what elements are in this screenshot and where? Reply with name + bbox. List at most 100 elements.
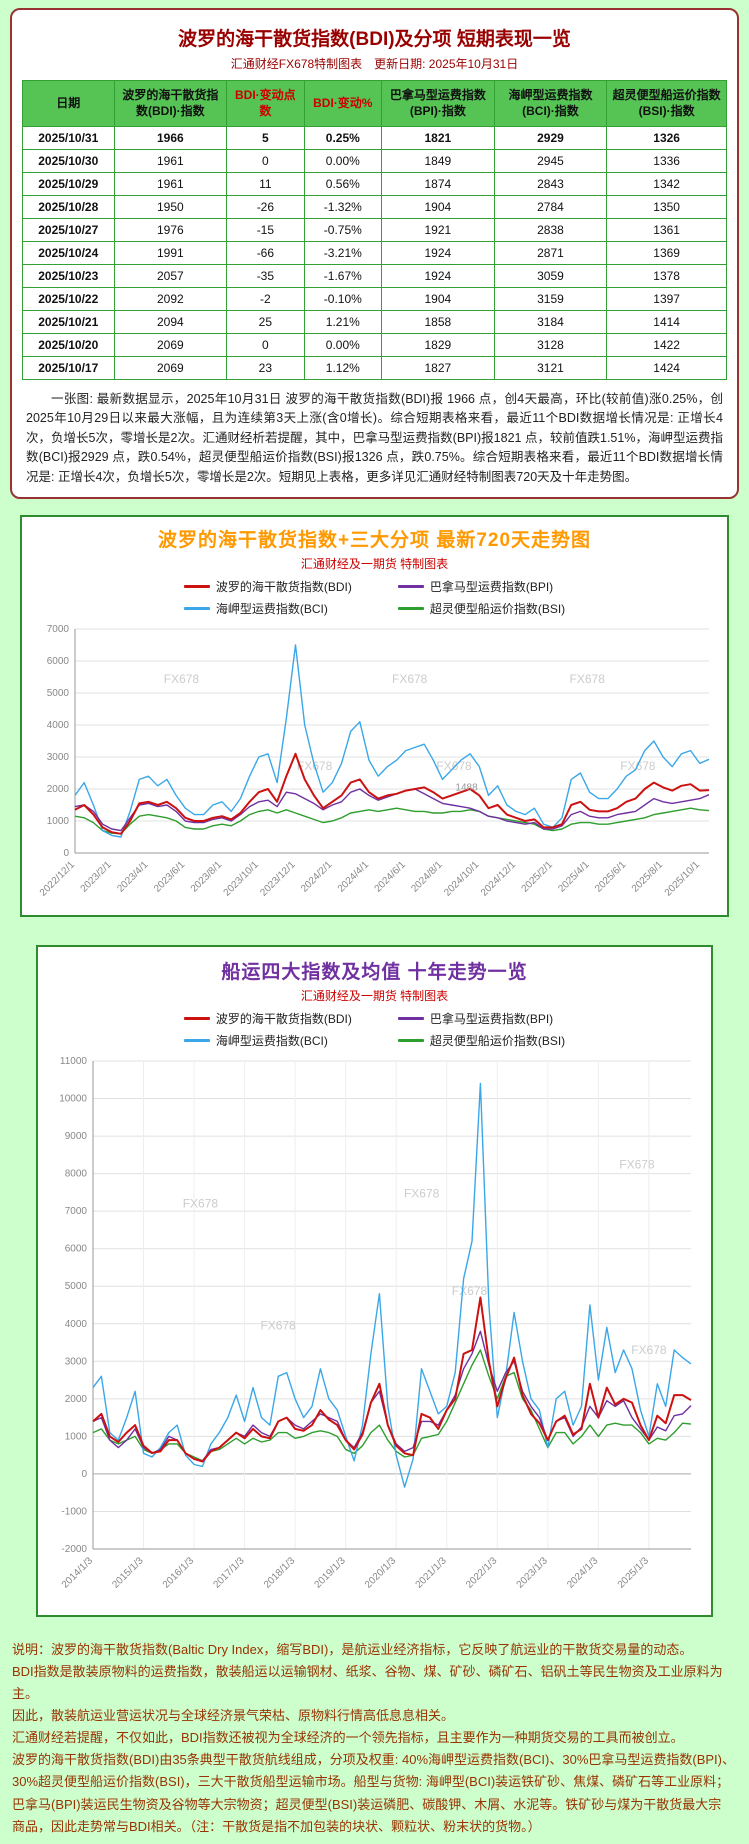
table-cell: 1950: [113, 195, 228, 219]
y-tick-label: -2000: [61, 1544, 87, 1555]
table-cell: 2871: [493, 241, 608, 265]
page: { "page": { "background": "#ccffcc" }, "…: [0, 8, 749, 1834]
table-cell: 2025/10/27: [22, 218, 115, 242]
table-cell: 2784: [493, 195, 608, 219]
bdi-table-head: 日期 波罗的海干散货指数(BDI)·指数 BDI·变动点数 BDI·变动% 巴拿马型运费…: [22, 80, 727, 127]
series-line: [73, 644, 709, 838]
table-cell: 0: [226, 149, 305, 173]
table-cell: -26: [226, 195, 305, 219]
table-row: 2025/10/20 2069 0 0.00% 1829 3128 1422: [22, 333, 727, 357]
y-tick-label: 2000: [46, 784, 69, 795]
chart-720d-subtitle: 汇通财经及一期货 特制图表: [300, 556, 449, 571]
description-text: 说明：波罗的海干散货指数(Baltic Dry Index，缩写BDI)，是航运…: [0, 1625, 749, 1844]
table-cell: 0: [226, 333, 305, 357]
column-header: BDI·变动%: [303, 80, 383, 127]
chart-10y-legend: 波罗的海干散货指数(BDI) 巴拿马型运费指数(BPI) 海岬型运费指数(BCI) 超…: [183, 1010, 565, 1049]
table-cell: 2025/10/23: [22, 264, 115, 288]
legend-line-swatch-icon: [183, 1016, 210, 1020]
x-tick-label: 2025/8/1: [629, 859, 665, 895]
table-cell: 2025/10/22: [22, 287, 115, 311]
chart-720d-card: 波罗的海干散货指数+三大分项 最新720天走势图 汇通财经及一期货 特制图表 波…: [20, 514, 729, 917]
description-line: 巴拿马(BPI)装运民生物资及谷物等大宗物资；超灵便型(BSI)装运磷肥、碳酸钾…: [12, 1796, 722, 1812]
table-cell: 1921: [381, 218, 495, 242]
x-tick-label: 2023/6/1: [152, 859, 188, 895]
table-cell: 23: [226, 356, 305, 380]
table-row: 2025/10/17 2069 23 1.12% 1827 3121 1424: [22, 356, 727, 380]
table-cell: -1.67%: [303, 264, 383, 288]
table-cell: 2945: [493, 149, 608, 173]
table-cell: -35: [226, 264, 305, 288]
table-row: 2025/10/27 1976 -15 -0.75% 1921 2838 1361: [22, 218, 727, 242]
y-tick-label: 0: [81, 1469, 87, 1480]
table-row: 2025/10/28 1950 -26 -1.32% 1904 2784 1350: [22, 195, 727, 219]
table-cell: 2069: [113, 356, 228, 380]
x-tick-label: 2023/2/1: [78, 859, 114, 895]
x-tick-label: 2021/1/3: [413, 1555, 449, 1591]
table-cell: 3159: [493, 287, 608, 311]
table-cell: 1858: [381, 310, 495, 334]
legend-line-swatch-icon: [397, 584, 424, 588]
legend-item: 海岬型运费指数(BCI): [183, 1032, 352, 1049]
table-cell: 1.12%: [303, 356, 383, 380]
table-cell: -15: [226, 218, 305, 242]
description-line: 说明：波罗的海干散货指数(Baltic Dry Index，缩写BDI)，是航运…: [12, 1641, 693, 1657]
table-cell: 1976: [113, 218, 228, 242]
table-cell: 1326: [606, 126, 727, 150]
table-cell: -2: [226, 287, 305, 311]
series-line: [91, 1082, 691, 1488]
table-row: 2025/10/30 1961 0 0.00% 1849 2945 1336: [22, 149, 727, 173]
table-cell: 0.56%: [303, 172, 383, 196]
column-header: 海岬型运费指数(BCI)·指数: [493, 80, 608, 127]
series-line: [92, 1330, 691, 1462]
y-tick-label: 10000: [59, 1093, 87, 1104]
legend-item: 超灵便型船运价指数(BSI): [397, 600, 566, 617]
bdi-table: 日期 波罗的海干散货指数(BDI)·指数 BDI·变动点数 BDI·变动% 巴拿马型运费…: [22, 80, 727, 380]
table-cell: 1924: [381, 264, 495, 288]
x-tick-label: 2023/4/1: [115, 859, 151, 895]
x-tick-label: 2023/8/1: [188, 859, 224, 895]
table-cell: 1966: [113, 126, 228, 150]
table-cell: 1827: [381, 356, 495, 380]
y-tick-label: 6000: [64, 1244, 87, 1255]
column-header: BDI·变动点数: [226, 80, 305, 127]
legend-label: 波罗的海干散货指数(BDI): [215, 579, 352, 594]
legend-label: 海岬型运费指数(BCI): [215, 601, 328, 616]
table-cell: 2025/10/21: [22, 310, 115, 334]
x-tick-label: 2025/4/1: [556, 859, 592, 895]
x-tick-label: 2025/1/3: [615, 1555, 651, 1591]
legend-item: 巴拿马型运费指数(BPI): [397, 578, 565, 595]
legend-item: 巴拿马型运费指数(BPI): [397, 1010, 565, 1027]
legend-item: 波罗的海干散货指数(BDI): [183, 578, 352, 595]
y-tick-label: 4000: [46, 720, 69, 731]
watermark: FX678: [260, 1318, 296, 1332]
legend-label: 超灵便型船运价指数(BSI): [429, 601, 566, 616]
watermark: FX678: [619, 1157, 655, 1171]
table-cell: 1849: [381, 149, 495, 173]
column-header: 日期: [22, 80, 115, 127]
legend-line-swatch-icon: [397, 606, 424, 610]
table-cell: 1336: [606, 149, 727, 173]
y-tick-label: 5000: [46, 688, 69, 699]
table-cell: 1414: [606, 310, 727, 334]
table-cell: 2838: [493, 218, 608, 242]
table-cell: -3.21%: [303, 241, 383, 265]
table-subtitle: 汇通财经FX678特制图表 更新日期: 2025年10月31日: [230, 57, 519, 71]
legend-item: 波罗的海干散货指数(BDI): [183, 1010, 352, 1027]
legend-label: 海岬型运费指数(BCI): [215, 1033, 328, 1048]
table-cell: 2025/10/30: [22, 149, 115, 173]
watermark: FX678: [451, 1284, 487, 1298]
legend-item: 超灵便型船运价指数(BSI): [397, 1032, 565, 1049]
x-tick-label: 2025/2/1: [519, 859, 555, 895]
chart-10y-subtitle: 汇通财经及一期货 特制图表: [300, 988, 449, 1003]
x-tick-label: 2024/10/1: [442, 859, 482, 899]
table-cell: 3059: [493, 264, 608, 288]
y-tick-label: 2000: [64, 1394, 87, 1405]
x-tick-label: 2023/1/3: [514, 1555, 550, 1591]
x-tick-label: 2024/6/1: [372, 859, 408, 895]
table-note: 一张图: 最新数据显示，2025年10月31日 波罗的海干散货指数(BDI)报 …: [26, 392, 724, 484]
table-cell: 1350: [606, 195, 727, 219]
series-line: [74, 752, 709, 835]
table-cell: 1961: [113, 149, 228, 173]
column-header: 巴拿马型运费指数(BPI)·指数: [381, 80, 495, 127]
